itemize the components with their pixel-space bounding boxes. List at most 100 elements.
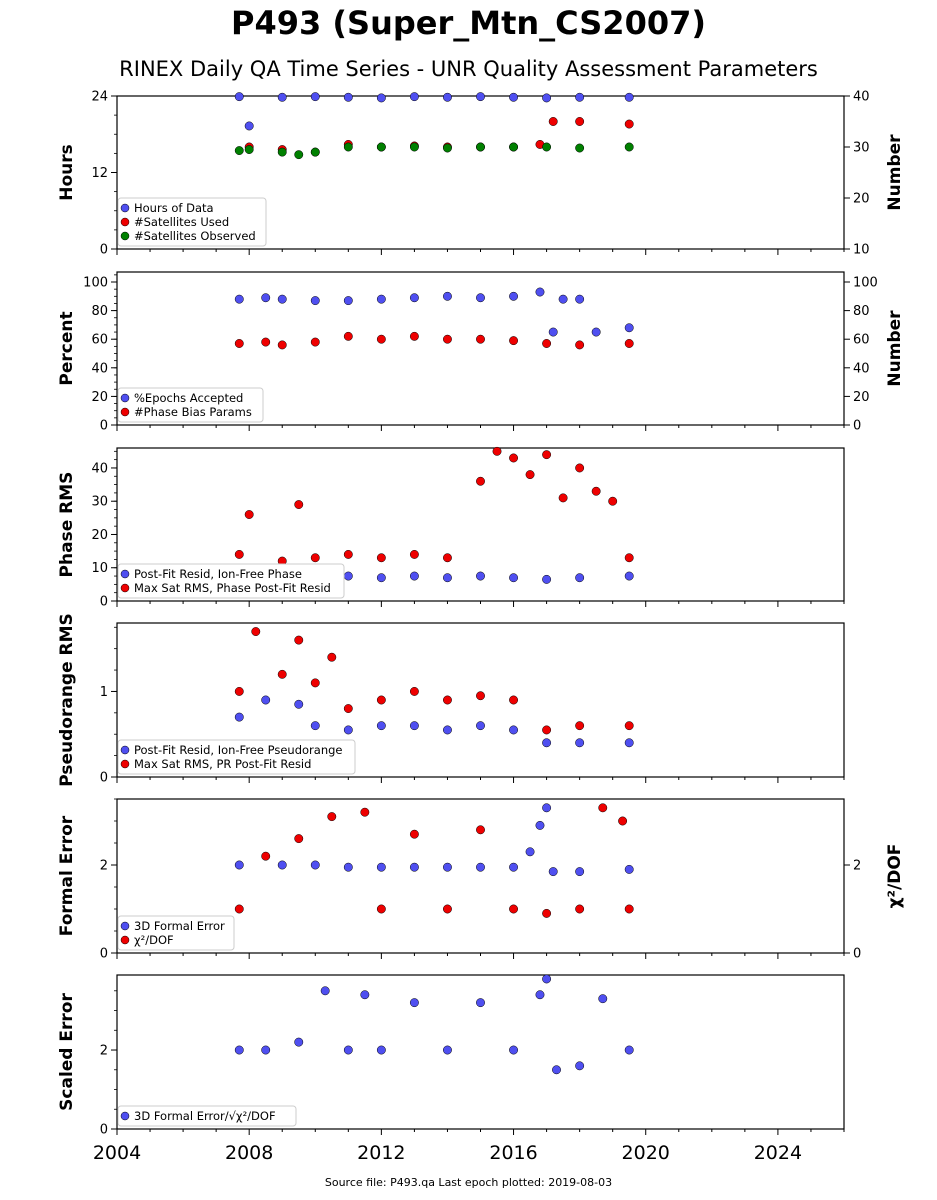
- data-point: [525, 470, 535, 480]
- data-point: [327, 652, 337, 662]
- data-point: [509, 1045, 518, 1055]
- legend-box: [117, 739, 356, 775]
- data-point: [476, 142, 485, 152]
- data-point: [509, 862, 518, 872]
- data-point: [624, 142, 634, 152]
- data-point: [343, 1045, 353, 1055]
- data-point: [575, 904, 585, 914]
- legend-entry: #Satellites Used: [134, 215, 229, 229]
- panel-4: 0 1 Pseudorange RMS Post-Fit Resid, Ion-Fre…: [57, 613, 845, 787]
- y-right-tick-label: 0: [853, 947, 861, 962]
- data-point: [509, 453, 518, 463]
- data-point: [542, 574, 552, 584]
- legend-marker: [120, 203, 130, 213]
- data-point: [234, 339, 244, 348]
- legend-marker: [120, 759, 130, 769]
- data-point: [476, 571, 485, 581]
- data-point: [409, 331, 419, 341]
- data-point: [376, 553, 386, 563]
- data-point: [409, 142, 419, 152]
- data-point: [509, 92, 518, 102]
- data-point: [234, 92, 244, 102]
- data-point: [234, 294, 244, 304]
- data-point: [525, 847, 535, 857]
- y-right-tick-label: 10: [853, 243, 870, 258]
- data-point: [234, 1045, 244, 1055]
- legend-entry: 3D Formal Error/√χ²/DOF: [134, 1109, 276, 1123]
- data-point: [575, 92, 585, 102]
- y-right-tick-label: 100: [853, 276, 878, 291]
- chart-subtitle: RINEX Daily QA Time Series - UNR Quality…: [119, 57, 818, 81]
- legend-box: [117, 1105, 297, 1127]
- data-point: [548, 117, 558, 126]
- legend-entry: Max Sat RMS, PR Post-Fit Resid: [134, 757, 311, 771]
- legend-marker: [120, 921, 130, 931]
- y-right-tick-label: 40: [853, 361, 870, 376]
- y-tick-label: 40: [91, 461, 108, 476]
- y-tick-label: 20: [91, 390, 108, 405]
- panel-3: 0 10 20 30 40 Phase RMS Post-Fit Resid, Ion-Fr…: [57, 446, 845, 610]
- legend-entry: %Epochs Accepted: [134, 391, 243, 405]
- legend-marker: [120, 1111, 130, 1121]
- data-point: [598, 994, 608, 1004]
- data-point: [476, 293, 485, 303]
- legend-entry: #Phase Bias Params: [134, 405, 252, 419]
- data-point: [624, 323, 634, 333]
- data-point: [575, 340, 585, 350]
- y-tick-label: 1: [100, 685, 108, 700]
- data-point: [409, 721, 419, 731]
- legend-marker: [120, 407, 130, 417]
- data-point: [234, 860, 244, 870]
- y-right-axis-label: χ²/DOF: [885, 844, 905, 909]
- y-tick-label: 30: [91, 495, 108, 510]
- data-point: [310, 553, 320, 563]
- data-point: [251, 627, 261, 637]
- data-point: [443, 1045, 452, 1055]
- data-point: [343, 331, 353, 341]
- x-tick-label: 2012: [357, 1142, 405, 1164]
- panel-6: 0 2 Scaled Error 3D Formal Error/√χ²/DOF: [57, 974, 845, 1138]
- data-point: [261, 1045, 271, 1055]
- data-point: [320, 986, 330, 996]
- data-point: [409, 293, 419, 303]
- y-right-tick-label: 20: [853, 390, 870, 405]
- data-point: [598, 803, 608, 813]
- data-point: [360, 990, 370, 1000]
- data-point: [476, 862, 485, 872]
- y-right-tick-label: 2: [853, 859, 861, 874]
- data-point: [376, 904, 386, 914]
- data-point: [443, 553, 452, 563]
- data-point: [509, 904, 518, 914]
- data-point: [476, 825, 485, 835]
- data-point: [360, 807, 370, 817]
- y-right-axis-label: Number: [885, 134, 905, 211]
- data-point: [343, 862, 353, 872]
- legend-box: [117, 387, 264, 423]
- data-point: [624, 864, 634, 874]
- data-point: [509, 142, 518, 152]
- legend-entry: Hours of Data: [134, 201, 214, 215]
- data-point: [234, 712, 244, 722]
- y-axis-label: Scaled Error: [57, 993, 77, 1111]
- legend-entry: 3D Formal Error: [134, 919, 225, 933]
- data-point: [310, 147, 320, 157]
- data-point: [542, 738, 552, 748]
- x-tick-label: 2020: [622, 1142, 670, 1164]
- y-tick-label: 12: [91, 166, 108, 181]
- data-point: [261, 293, 271, 303]
- data-point: [261, 851, 271, 861]
- data-point: [376, 1045, 386, 1055]
- data-point: [591, 327, 601, 337]
- y-tick-label: 10: [91, 561, 108, 576]
- y-right-axis-label: Number: [885, 310, 905, 387]
- data-point: [575, 463, 585, 473]
- panel-2: 0 20 40 60 80 100 0 20 40 60 80 100 Percent Number %Ep…: [57, 271, 905, 434]
- y-tick-label: 0: [100, 947, 108, 962]
- legend-marker: [120, 935, 130, 945]
- data-point: [575, 294, 585, 304]
- data-point: [443, 143, 452, 153]
- y-axis-label: Pseudorange RMS: [57, 613, 77, 787]
- data-point: [376, 573, 386, 583]
- data-point: [234, 549, 244, 559]
- legend-marker: [120, 393, 130, 403]
